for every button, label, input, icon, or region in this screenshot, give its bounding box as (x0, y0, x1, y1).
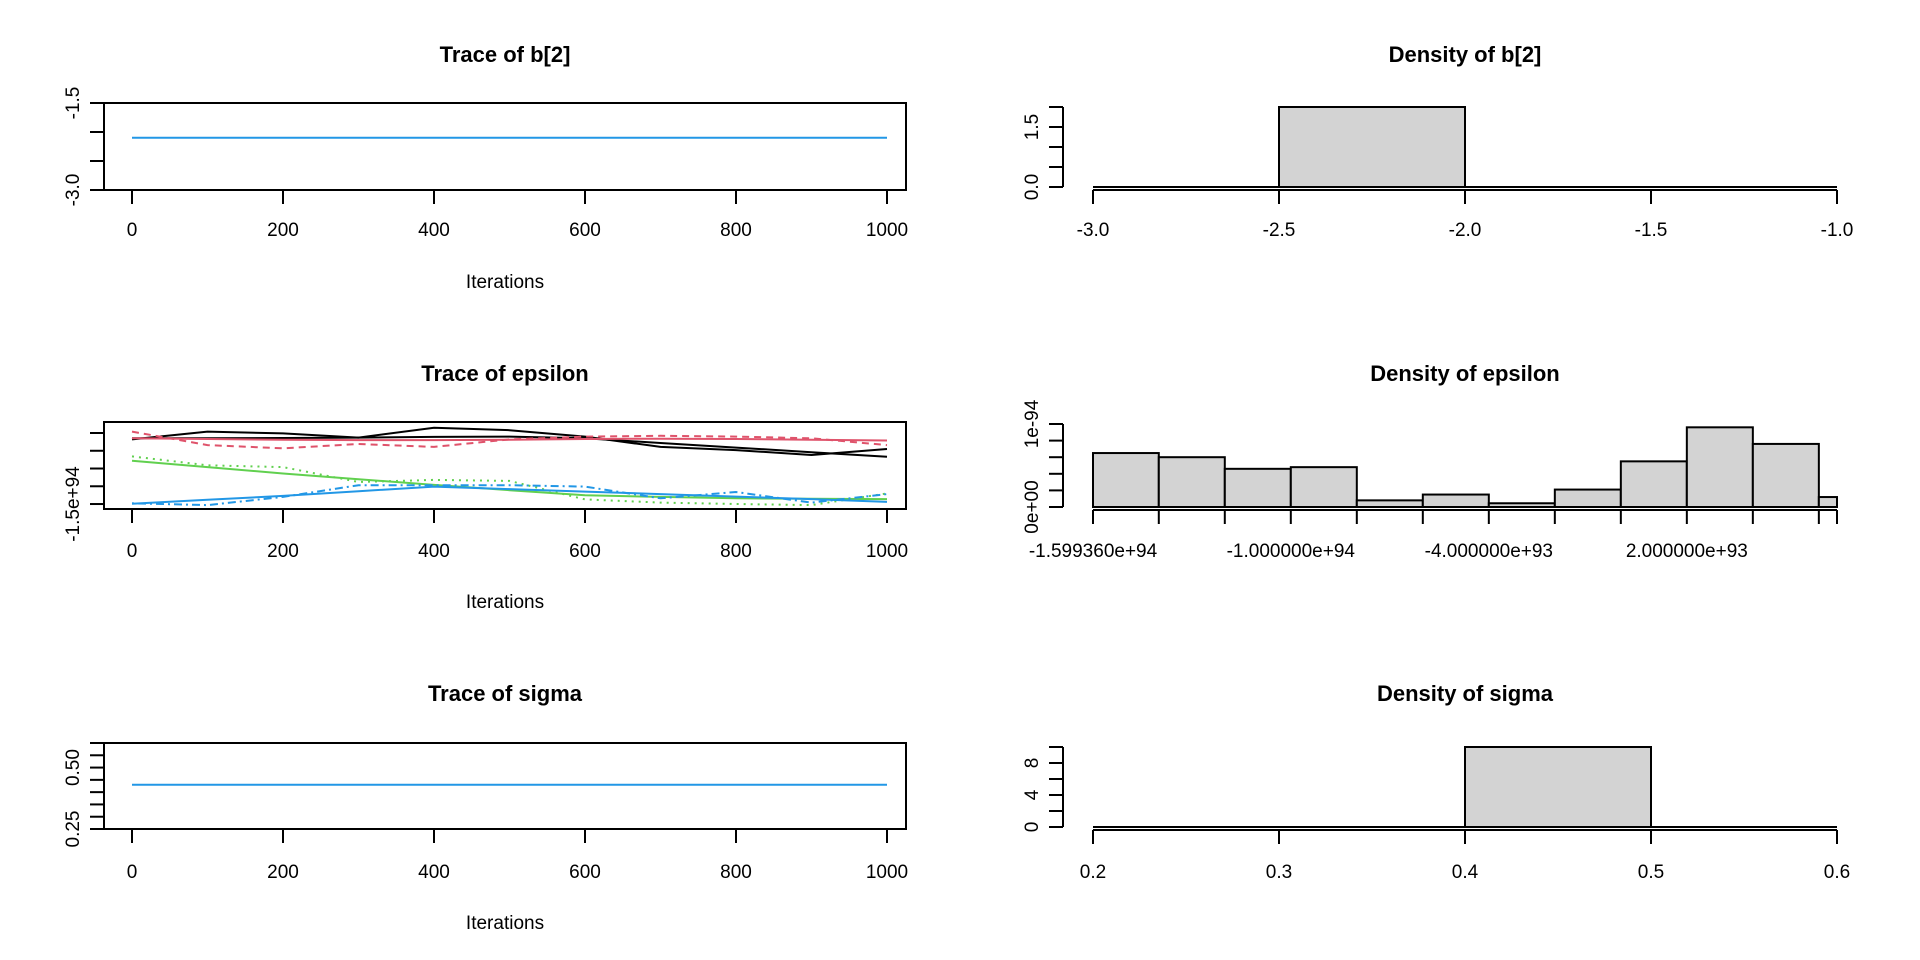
x-tick-label: -2.5 (1263, 220, 1296, 241)
y-tick-label: 8 (1022, 758, 1043, 769)
y-tick-label: 0e+00 (1022, 480, 1043, 533)
x-tick-label: -3.0 (1077, 220, 1110, 241)
xlabel-trace-b2: Iterations (466, 272, 544, 293)
x-tick-label: -4.000000e+93 (1425, 541, 1553, 562)
histogram-bar (1464, 746, 1652, 828)
title-density-sigma: Density of sigma (1377, 681, 1554, 706)
plot-frame (103, 102, 907, 191)
histogram-bar (1619, 460, 1688, 509)
trace-line-trace-epsilon-0 (131, 426, 888, 457)
trace-line-trace-epsilon-6 (131, 484, 888, 507)
histogram-bar (1092, 452, 1160, 508)
trace-line-trace-epsilon-4 (131, 455, 888, 507)
histogram-bar (1223, 467, 1292, 509)
histogram-bar (1278, 106, 1466, 188)
y-tick-label: -1.5e+94 (63, 466, 84, 542)
histogram-bar (1421, 493, 1490, 508)
x-tick-label: 400 (418, 541, 450, 562)
x-tick-label: 0.4 (1452, 862, 1479, 883)
x-tick-label: 600 (569, 541, 601, 562)
x-tick-label: 200 (267, 862, 299, 883)
x-tick-label: 0.2 (1080, 862, 1106, 883)
x-tick-label: -1.5 (1635, 220, 1668, 241)
histogram-bar (1751, 442, 1820, 509)
title-density-b2: Density of b[2] (1389, 42, 1542, 67)
histogram-bar (1289, 466, 1358, 509)
y-tick-label: -1.5 (63, 87, 84, 120)
x-tick-label: 800 (720, 862, 752, 883)
x-tick-label: 0.6 (1824, 862, 1850, 883)
x-tick-label: 0 (127, 220, 138, 241)
x-tick-label: 800 (720, 541, 752, 562)
x-tick-label: -1.000000e+94 (1227, 541, 1356, 562)
x-tick-label: 200 (267, 220, 299, 241)
y-tick-label: 0.25 (63, 811, 84, 848)
plot-frame (103, 421, 907, 510)
title-density-epsilon: Density of epsilon (1370, 361, 1559, 386)
y-tick-label: 0.0 (1022, 174, 1043, 200)
x-tick-label: 400 (418, 862, 450, 883)
title-trace-b2: Trace of b[2] (440, 42, 571, 67)
xlabel-trace-epsilon: Iterations (466, 592, 544, 613)
y-tick-label: 0 (1022, 822, 1043, 833)
y-tick-label: 1.5 (1022, 114, 1043, 140)
x-tick-label: 0 (127, 862, 138, 883)
panel-density-sigma: Density of sigma 0.2 0.3 0.4 0.5 0.6 0 4 8 (1022, 681, 1850, 883)
x-tick-label: 600 (569, 220, 601, 241)
panel-density-epsilon: Density of epsilon -1.599360e+94 -1.00000… (1022, 361, 1839, 562)
x-tick-label: 800 (720, 220, 752, 241)
y-tick-label: 4 (1022, 789, 1043, 800)
x-tick-label: 400 (418, 220, 450, 241)
x-tick-label: 1000 (866, 862, 908, 883)
y-tick-label: 1e-94 (1022, 399, 1043, 448)
x-tick-label: 1000 (866, 541, 908, 562)
x-tick-label: 0 (127, 541, 138, 562)
y-tick-label: -3.0 (63, 174, 84, 207)
x-tick-label: -1.599360e+94 (1029, 541, 1158, 562)
x-tick-label: 0.3 (1266, 862, 1292, 883)
histogram-bar (1817, 496, 1839, 509)
trace-line-trace-epsilon-1 (132, 435, 888, 458)
x-tick-label: 0.5 (1638, 862, 1664, 883)
histogram-bar (1685, 426, 1754, 509)
x-tick-label: 2.000000e+93 (1626, 541, 1748, 562)
histogram-bar (1157, 456, 1226, 509)
trace-line-trace-epsilon-3 (131, 437, 888, 442)
x-tick-label: 200 (267, 541, 299, 562)
xlabel-trace-sigma: Iterations (466, 913, 544, 934)
panel-trace-epsilon: Trace of epsilon Iterations 0 200 400 600 80… (63, 361, 908, 613)
title-trace-epsilon: Trace of epsilon (421, 361, 589, 386)
panel-trace-sigma: Trace of sigma Iterations 0 200 400 600 800 1… (63, 681, 908, 934)
y-tick-label: 0.50 (63, 749, 84, 786)
x-tick-label: 1000 (866, 220, 908, 241)
panel-trace-b2: Trace of b[2] Iterations 0 200 400 600 800 10… (63, 42, 908, 293)
x-tick-label: -1.0 (1821, 220, 1854, 241)
panel-density-b2: Density of b[2] -3.0 -2.5 -2.0 -1.5 -1.0 0.0 1… (1022, 42, 1853, 241)
x-tick-label: 600 (569, 862, 601, 883)
x-tick-label: -2.0 (1449, 220, 1482, 241)
histogram-bar (1553, 488, 1622, 509)
plot-frame (103, 742, 907, 830)
title-trace-sigma: Trace of sigma (428, 681, 583, 706)
trace-line-trace-epsilon-7 (131, 485, 888, 505)
